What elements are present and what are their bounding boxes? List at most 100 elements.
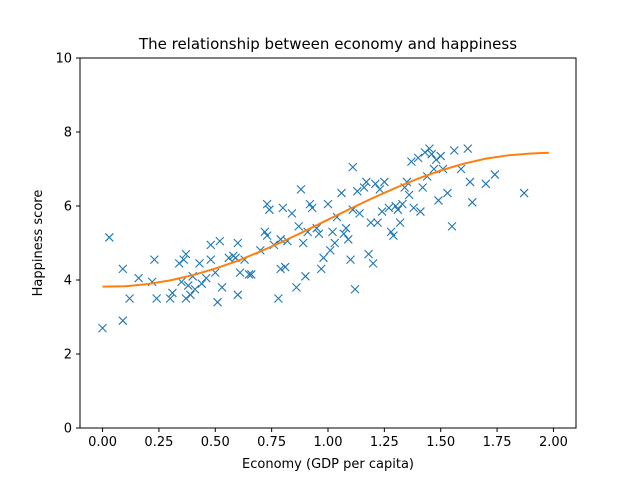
fit-line <box>102 151 549 288</box>
scatter-point <box>190 284 200 294</box>
scatter-point <box>379 177 389 187</box>
plot-area <box>80 58 576 428</box>
plot-frame <box>79 57 577 429</box>
scatter-point <box>224 253 234 263</box>
scatter-point <box>292 283 301 292</box>
scatter-point <box>118 316 128 326</box>
series-layer <box>98 144 549 333</box>
scatter-point <box>165 294 175 303</box>
scatter-point <box>195 258 204 268</box>
axes: 0.00 0.25 0.50 0.75 1.00 1.25 1.50 1.75 2.00 0 2 4… <box>55 52 577 450</box>
x-tick-label: 1.50 <box>426 435 455 450</box>
scatter-point <box>298 238 308 248</box>
scatter-point <box>280 262 290 272</box>
scatter-point <box>393 205 403 215</box>
scatter-point <box>206 255 216 265</box>
scatter-point <box>278 203 288 213</box>
scatter-point <box>319 253 328 263</box>
scatter-point <box>183 281 193 290</box>
scatter-point <box>456 164 466 174</box>
scatter-point <box>235 268 245 277</box>
scatter-point <box>325 246 335 255</box>
scatter-point <box>314 229 324 239</box>
scatter-point <box>447 221 457 231</box>
scatter-point <box>337 188 346 198</box>
x-tick-label: 0.75 <box>257 435 286 450</box>
x-tick-label: 0.00 <box>88 435 117 450</box>
scatter-point <box>373 218 382 228</box>
y-axis: 0 2 4 6 8 10 <box>55 52 80 437</box>
scatter-point <box>328 227 337 237</box>
scatter-point <box>481 179 491 189</box>
x-tick-label: 0.50 <box>201 435 230 450</box>
scatter-point <box>233 238 243 248</box>
scatter-point <box>368 258 378 268</box>
scatter-point <box>343 234 353 244</box>
scatter-point <box>323 199 333 209</box>
x-axis-label: Economy (GDP per capita) <box>242 457 414 472</box>
x-tick-label: 0.25 <box>144 435 173 450</box>
x-tick-label: 1.25 <box>370 435 399 450</box>
scatter-point <box>370 179 380 189</box>
scatter-point <box>463 144 473 154</box>
x-axis: 0.00 0.25 0.50 0.75 1.00 1.25 1.50 1.75 2.00 <box>88 428 568 450</box>
y-tick-label: 10 <box>55 52 72 67</box>
scatter-point <box>339 229 349 239</box>
scatter-point <box>490 170 500 179</box>
scatter-point <box>186 290 195 300</box>
scatter-point <box>395 218 405 228</box>
scatter-point <box>215 236 225 246</box>
scatter-point <box>316 264 326 274</box>
scatter-point <box>341 223 351 233</box>
scatter-series <box>98 144 529 333</box>
chart-title: The relationship between economy and hap… <box>138 35 517 53</box>
scatter-point <box>150 255 159 265</box>
scatter-point <box>152 294 162 303</box>
scatter-point <box>398 199 407 209</box>
scatter-point <box>201 273 211 283</box>
scatter-point <box>233 290 243 300</box>
scatter-point <box>307 203 317 213</box>
scatter-point <box>294 221 304 231</box>
scatter-point <box>431 155 441 165</box>
scatter-point <box>519 188 529 198</box>
scatter-point <box>262 231 272 240</box>
scatter-point <box>296 184 306 194</box>
scatter-point <box>350 284 360 294</box>
scatter-point <box>359 183 369 192</box>
x-tick-label: 1.00 <box>314 435 343 450</box>
scatter-point <box>301 271 310 281</box>
scatter-point <box>181 294 191 303</box>
scatter-point <box>213 297 222 307</box>
scatter-point <box>348 162 358 172</box>
scatter-point <box>246 270 256 279</box>
scatter-point <box>418 183 428 192</box>
x-tick-label: 2.00 <box>539 435 568 450</box>
scatter-point <box>388 231 398 240</box>
x-tick-label: 1.75 <box>483 435 512 450</box>
scatter-point <box>244 270 254 279</box>
scatter-point <box>420 147 430 157</box>
scatter-point <box>168 288 177 298</box>
y-tick-label: 8 <box>64 126 72 141</box>
y-axis-label: Happiness score <box>31 190 46 297</box>
scatter-point <box>352 186 362 196</box>
scatter-point <box>465 177 475 187</box>
scatter-point <box>330 238 340 248</box>
scatter-point <box>377 207 387 216</box>
scatter-point <box>276 264 286 274</box>
scatter-point <box>274 294 283 303</box>
scatter-point <box>125 294 134 303</box>
scatter-point <box>355 209 364 218</box>
scatter-point <box>174 258 184 268</box>
scatter-point <box>217 283 227 292</box>
scatter-point <box>407 157 416 166</box>
scatter-point <box>409 203 419 213</box>
scatter-point <box>134 273 144 283</box>
y-tick-label: 0 <box>64 422 72 437</box>
scatter-point <box>436 151 446 161</box>
scatter-point <box>118 264 128 274</box>
scatter-point <box>262 199 272 209</box>
scatter-point <box>181 249 191 259</box>
